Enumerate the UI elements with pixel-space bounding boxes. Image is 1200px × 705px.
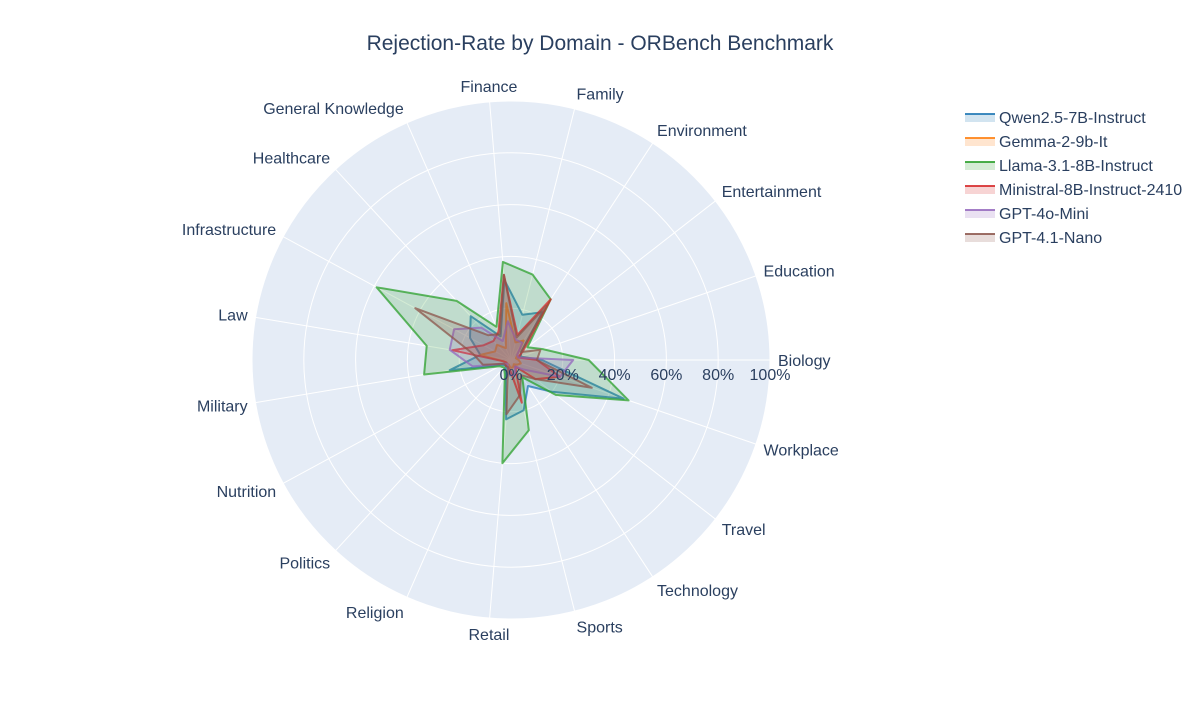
angular-axis-labels: Biology Education Entertainment Environment… bbox=[182, 79, 839, 644]
angular-tick-label: Finance bbox=[460, 79, 517, 96]
angular-tick-label: Education bbox=[764, 264, 835, 281]
legend-item[interactable]: Ministral-8B-Instruct-2410 bbox=[965, 182, 1182, 199]
legend-label: Gemma-2-9b-It bbox=[999, 134, 1108, 151]
radial-tick-label: 100% bbox=[750, 367, 791, 384]
angular-tick-label: Environment bbox=[657, 123, 747, 140]
series-polygon bbox=[375, 260, 630, 465]
angular-tick-label: Military bbox=[197, 398, 248, 415]
angular-tick-label: Travel bbox=[722, 522, 766, 539]
angular-gridline bbox=[510, 142, 654, 361]
series-layer bbox=[375, 260, 630, 465]
angular-gridline bbox=[510, 108, 576, 361]
legend-swatch bbox=[965, 138, 995, 146]
legend-swatch bbox=[965, 162, 995, 170]
radial-tick-label: 60% bbox=[650, 367, 682, 384]
legend-swatch bbox=[965, 234, 995, 242]
legend-item[interactable]: GPT-4o-Mini bbox=[965, 206, 1089, 223]
radial-tick-label: 40% bbox=[599, 367, 631, 384]
angular-tick-label: General Knowledge bbox=[263, 101, 404, 118]
legend-label: GPT-4.1-Nano bbox=[999, 230, 1102, 247]
legend-item[interactable]: Qwen2.5-7B-Instruct bbox=[965, 110, 1146, 127]
angular-gridline bbox=[255, 359, 512, 404]
angular-gridline bbox=[335, 359, 512, 551]
angular-tick-label: Healthcare bbox=[253, 151, 330, 168]
angular-gridline bbox=[282, 359, 512, 484]
angular-tick-label: Nutrition bbox=[217, 484, 277, 501]
angular-gridline bbox=[406, 122, 512, 361]
angular-tick-label: Sports bbox=[577, 620, 623, 637]
legend-label: Qwen2.5-7B-Instruct bbox=[999, 110, 1146, 127]
legend-swatch bbox=[965, 210, 995, 218]
angular-tick-label: Politics bbox=[279, 555, 330, 572]
chart-title: Rejection-Rate by Domain - ORBench Bench… bbox=[367, 32, 834, 55]
radial-tick-label: 0% bbox=[499, 367, 522, 384]
angular-tick-label: Workplace bbox=[764, 442, 839, 459]
angular-tick-label: Religion bbox=[346, 605, 404, 622]
angular-gridline bbox=[489, 101, 512, 361]
angular-tick-label: Family bbox=[577, 86, 624, 103]
angular-tick-label: Biology bbox=[778, 353, 830, 370]
radial-tick-label: 80% bbox=[702, 367, 734, 384]
legend-item[interactable]: Llama-3.1-8B-Instruct bbox=[965, 158, 1153, 175]
angular-gridline bbox=[510, 359, 654, 578]
legend-label: GPT-4o-Mini bbox=[999, 206, 1089, 223]
angular-gridline bbox=[510, 359, 716, 520]
angular-tick-label: Law bbox=[218, 308, 248, 325]
angular-gridline bbox=[510, 275, 757, 361]
angular-gridline bbox=[282, 236, 512, 361]
angular-tick-label: Infrastructure bbox=[182, 222, 276, 239]
angular-tick-label: Entertainment bbox=[722, 184, 822, 201]
legend-label: Ministral-8B-Instruct-2410 bbox=[999, 182, 1182, 199]
legend-item[interactable]: Gemma-2-9b-It bbox=[965, 134, 1108, 151]
legend-swatch bbox=[965, 114, 995, 122]
angular-tick-label: Technology bbox=[657, 583, 738, 600]
legend[interactable]: Qwen2.5-7B-Instruct Gemma-2-9b-It Llama-3.… bbox=[965, 110, 1182, 247]
angular-gridline bbox=[510, 359, 757, 445]
radial-tick-label: 20% bbox=[547, 367, 579, 384]
radial-axis-labels: 0% 20% 40% 60% 80% 100% bbox=[499, 367, 790, 384]
angular-gridline bbox=[406, 359, 512, 598]
angular-tick-label: Retail bbox=[468, 627, 509, 644]
series-polygon bbox=[414, 273, 593, 416]
legend-label: Llama-3.1-8B-Instruct bbox=[999, 158, 1153, 175]
angular-gridline bbox=[510, 200, 716, 361]
legend-item[interactable]: GPT-4.1-Nano bbox=[965, 230, 1102, 247]
legend-swatch bbox=[965, 186, 995, 194]
